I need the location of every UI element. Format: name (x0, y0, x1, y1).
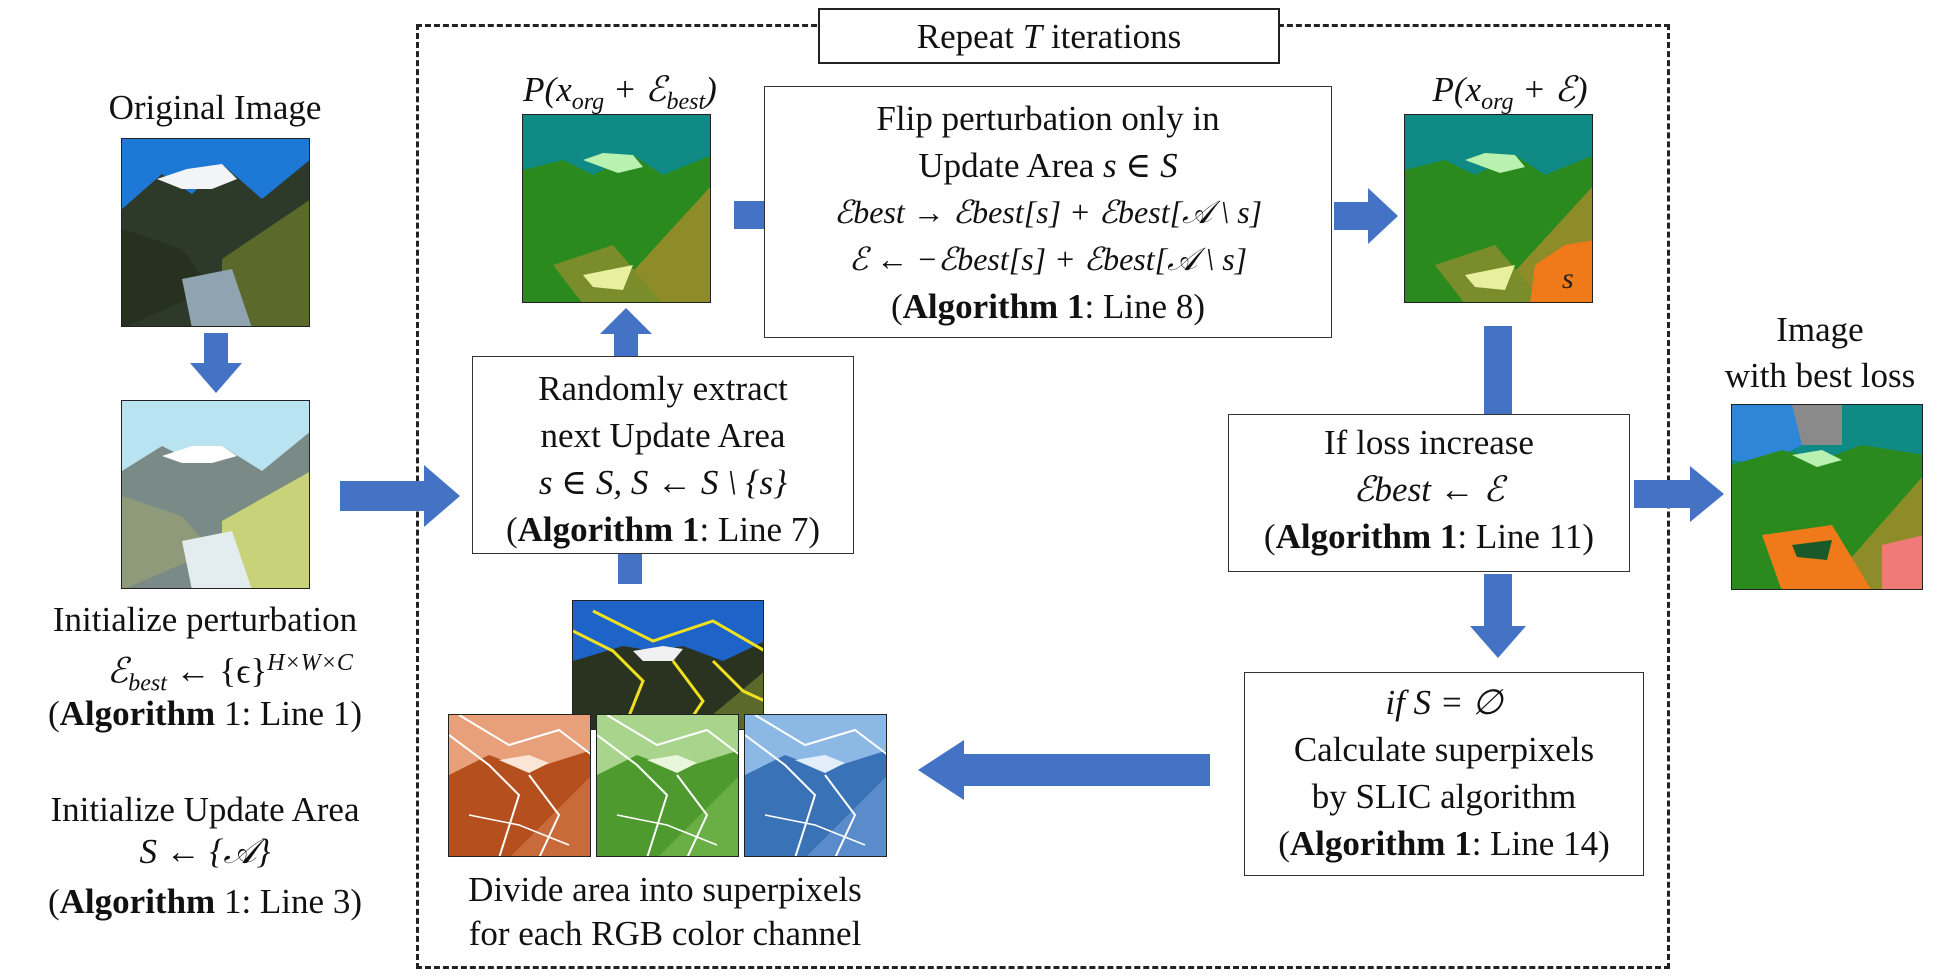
repeat-prefix: Repeat (916, 17, 1014, 56)
red-channel-image (448, 714, 591, 857)
connector-new-to-loss (1484, 326, 1512, 414)
p-best-plus: + ℰ (604, 70, 667, 109)
eps-rhs: ← {ϵ} (166, 651, 268, 691)
arrow-loss-to-best (1634, 466, 1724, 522)
slic-ref-bold: Algorithm 1 (1289, 824, 1472, 863)
slic-box: if S = ∅ Calculate superpixels by SLIC a… (1244, 672, 1644, 876)
loss-ref-bold: Algorithm 1 (1275, 517, 1458, 556)
arrow-loss-to-slic (1470, 574, 1526, 658)
repeat-var: T (1022, 17, 1043, 56)
slic-line2: Calculate superpixels (1293, 730, 1595, 769)
extract-ref-bold: Algorithm 1 (517, 510, 700, 549)
eps-sub: best (128, 670, 167, 697)
loss-ref: (Algorithm 1: Line 11) (1263, 517, 1595, 556)
loss-ref-rest: : Line 11) (1457, 517, 1595, 556)
connector-best-to-flip (734, 201, 766, 229)
connector-superpixel-to-extract (618, 554, 642, 584)
loss-line2: ℰbest ← ℰ (1353, 470, 1505, 509)
init-perturbation-text: Initialize perturbation (52, 600, 358, 639)
arrow-down-left (190, 333, 242, 393)
init-update-text: Initialize Update Area (50, 790, 360, 829)
flip-box: Flip perturbation only in Update Area s … (764, 86, 1332, 338)
eps-sup: H×W×C (267, 650, 353, 676)
init-perturbation-ref: (Algorithm 1: Line 1) (48, 694, 362, 733)
slic-line3: by SLIC algorithm (1311, 777, 1577, 816)
best-loss-image (1731, 404, 1923, 590)
ref-rest-1: 1: Line 1) (215, 694, 362, 733)
extract-line2: next Update Area (540, 416, 786, 455)
p-best-sub: org (571, 89, 605, 115)
original-image (121, 138, 310, 327)
p-best-close: ) (705, 70, 717, 109)
initial-perturbed-image (121, 400, 310, 589)
extract-line3: s ∈ S, S ← S \ {s} (538, 463, 788, 502)
flip-line1: Flip perturbation only in (876, 99, 1220, 138)
flip-ref: (Algorithm 1: Line 8) (891, 287, 1205, 326)
p-best-sub2: best (666, 89, 706, 115)
flip-ref-rest: : Line 8) (1084, 287, 1205, 326)
init-update-formula: S ← {𝒜} (139, 832, 271, 871)
p-new-plus: + ℰ) (1513, 70, 1588, 109)
init-update-ref: (Algorithm 1: Line 3) (48, 882, 362, 921)
best-perturbed-image (522, 114, 711, 303)
repeat-label-box: Repeat T iterations (818, 8, 1280, 64)
green-channel-image (596, 714, 739, 857)
arrow-right-into-loop (340, 465, 460, 527)
ref-bold-1: Algorithm (59, 694, 216, 733)
loss-box: If loss increase ℰbest ← ℰ (Algorithm 1:… (1228, 414, 1630, 572)
p-new-label: P(xorg + ℰ) (1360, 66, 1660, 126)
extract-line1: Randomly extract (538, 369, 788, 408)
flip-line2-math: s ∈ S (1094, 146, 1178, 185)
blue-channel-image (744, 714, 887, 857)
eps-symbol: ℰ (107, 651, 129, 691)
init-perturbation-formula: ℰbest ← {ϵ}H×W×C (40, 640, 420, 708)
arrow-slic-to-superpixels (918, 740, 1210, 800)
flip-line4: ℰ ← −ℰbest[s] + ℰbest[𝒜 \ s] (848, 241, 1248, 277)
p-new-sub: org (1481, 89, 1514, 115)
original-image-label: Original Image (108, 88, 322, 127)
flip-line2: Update Area s ∈ S (765, 142, 1331, 189)
extract-ref-rest: : Line 7) (699, 510, 820, 549)
slic-ref-rest: : Line 14) (1471, 824, 1610, 863)
new-perturbed-image (1404, 114, 1593, 303)
arrow-flip-to-new-image (1334, 188, 1398, 244)
slic-line1: if S = ∅ (1385, 683, 1503, 722)
s-region-mark: s (1562, 262, 1574, 295)
superpixel-caption-line2: for each RGB color channel (468, 914, 862, 953)
p-best-label: P(xorg + ℰbest) (470, 66, 770, 126)
ref-rest-3: 1: Line 3) (215, 882, 362, 921)
flip-line3: ℰbest → ℰbest[s] + ℰbest[𝒜 \ s] (833, 194, 1263, 230)
superpixel-caption-line1: Divide area into superpixels (468, 870, 862, 909)
extract-ref: (Algorithm 1: Line 7) (506, 510, 820, 549)
repeat-suffix: iterations (1050, 17, 1182, 56)
slic-ref: (Algorithm 1: Line 14) (1278, 824, 1610, 863)
ref-bold-3: Algorithm (59, 882, 216, 921)
extract-box: Randomly extract next Update Area s ∈ S,… (472, 356, 854, 554)
loss-line1: If loss increase (1324, 423, 1534, 462)
best-label-line2: with best loss (1724, 356, 1916, 395)
segmentation-image (572, 600, 764, 730)
repeat-label: Repeat T iterations (820, 10, 1278, 64)
flip-ref-bold: Algorithm 1 (902, 287, 1085, 326)
flip-line2-text: Update Area (918, 146, 1095, 185)
p-new-p: P(x (1432, 70, 1482, 109)
arrow-up-to-best-image (600, 308, 652, 358)
best-label-line1: Image (1776, 310, 1864, 349)
p-best-p: P(x (523, 70, 572, 109)
